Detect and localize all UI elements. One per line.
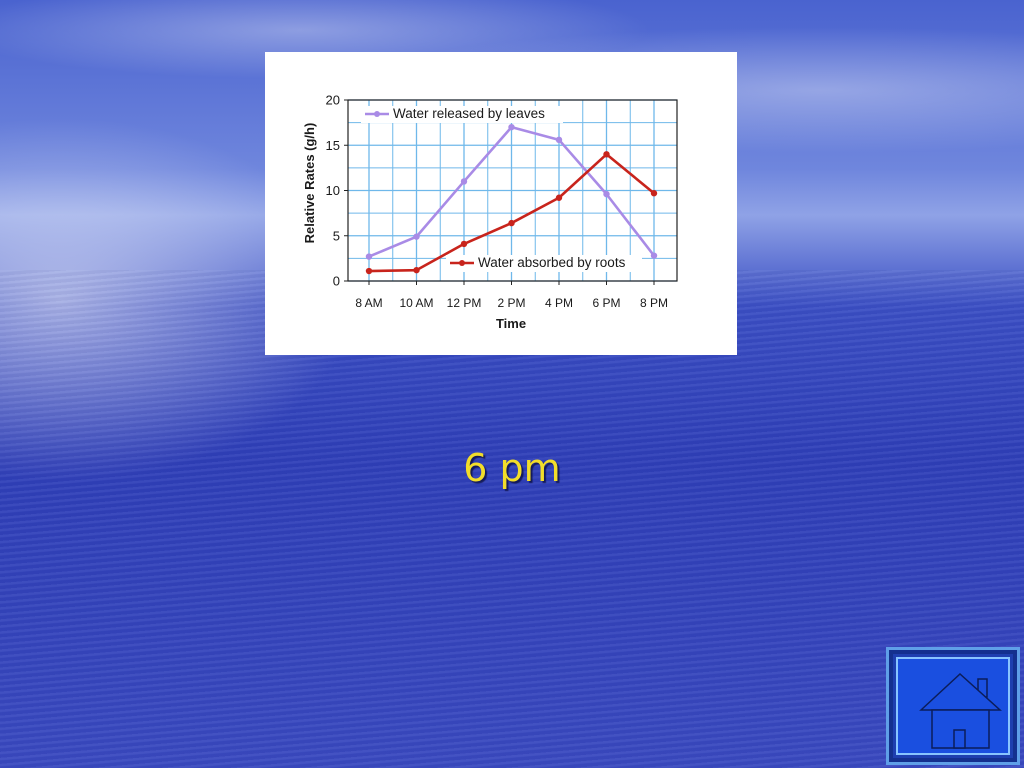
data-point: [365, 253, 373, 260]
legend-background: [446, 255, 642, 272]
y-tick-label: 15: [326, 138, 340, 153]
home-button-face: [896, 657, 1010, 755]
home-button[interactable]: [886, 647, 1020, 765]
x-tick-label: 2 PM: [497, 296, 525, 310]
data-point: [650, 252, 658, 259]
data-point: [555, 194, 563, 201]
data-point: [555, 136, 563, 144]
chart-legends: Water released by leaves Water absorbed b…: [361, 106, 642, 272]
home-icon: [919, 672, 1002, 749]
x-axis-label: Time: [496, 316, 526, 331]
legend-label: Water absorbed by roots: [478, 255, 626, 270]
x-tick-label: 10 AM: [399, 296, 433, 310]
data-point: [460, 240, 468, 248]
y-axis-label: Relative Rates (g/h): [302, 123, 317, 244]
chart-series: [365, 123, 658, 275]
data-point: [603, 151, 610, 158]
legend-background: [361, 106, 563, 123]
chart-image: 0 5 10 15 20 8 AM 10 AM 12 PM 2 PM 4 PM 6 PM 8 PM …: [265, 52, 737, 355]
x-tick-label: 8 AM: [355, 296, 382, 310]
y-tick-label: 0: [333, 274, 340, 289]
data-point: [650, 190, 658, 197]
data-point: [365, 267, 373, 275]
y-tick-label: 10: [326, 183, 340, 198]
x-axis-ticks: 8 AM 10 AM 12 PM 2 PM 4 PM 6 PM 8 PM: [355, 281, 668, 310]
data-point: [508, 123, 515, 131]
answer-text: 6 pm: [463, 446, 561, 490]
data-point: [460, 178, 468, 185]
y-axis-ticks: 0 5 10 15 20: [326, 93, 348, 289]
data-point: [508, 219, 515, 227]
legend-label: Water released by leaves: [393, 106, 545, 121]
x-tick-label: 6 PM: [592, 296, 620, 310]
y-tick-label: 20: [326, 93, 340, 108]
data-point: [413, 266, 420, 274]
x-tick-label: 12 PM: [447, 296, 482, 310]
x-tick-label: 8 PM: [640, 296, 668, 310]
legend-swatch-marker: [459, 260, 465, 266]
data-point: [413, 233, 420, 240]
x-tick-label: 4 PM: [545, 296, 573, 310]
y-tick-label: 5: [333, 228, 340, 243]
legend-swatch-marker: [374, 111, 380, 117]
data-point: [603, 190, 610, 198]
chart-background: [265, 52, 737, 355]
